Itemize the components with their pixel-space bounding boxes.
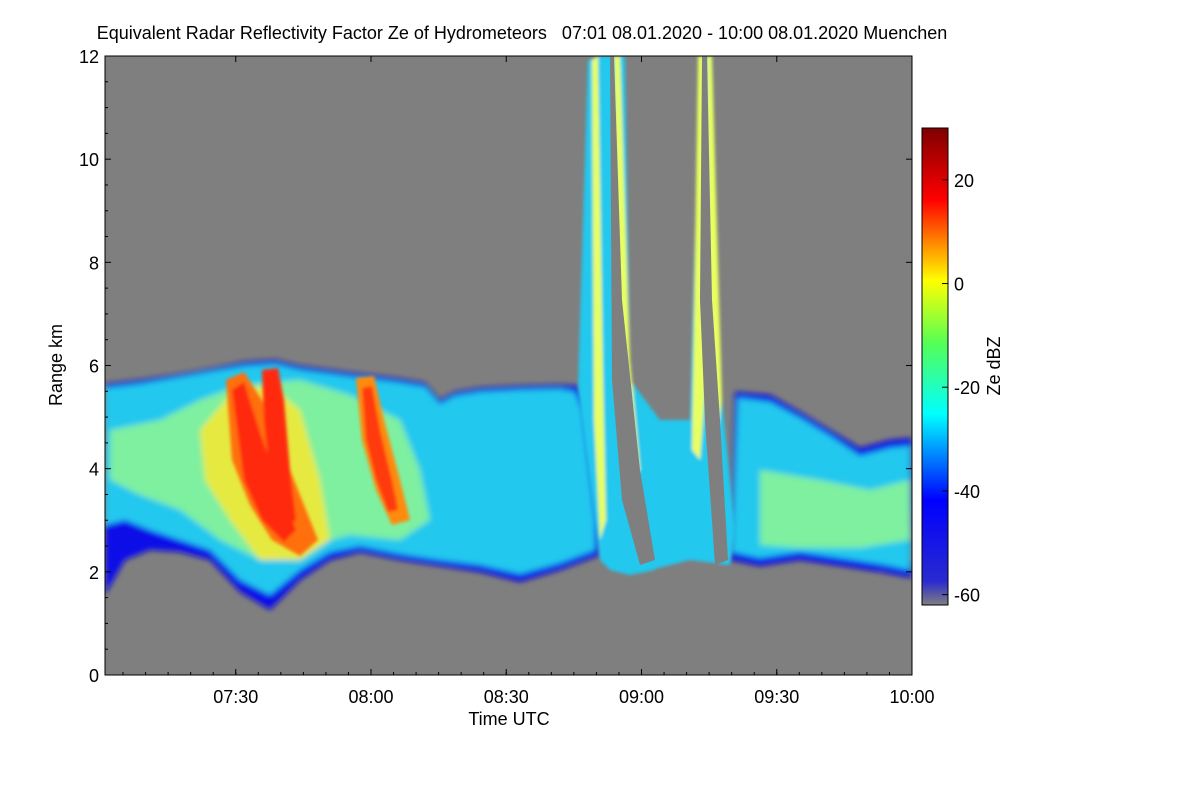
y-tick-label: 4 [89, 460, 99, 480]
y-axis: 0 2 4 6 8 10 12 [79, 47, 912, 686]
x-tick-label: 10:00 [889, 687, 934, 707]
colorbar-label: Ze dBZ [984, 336, 1004, 395]
plot-background [105, 56, 912, 675]
colorbar-tick-label: 20 [954, 171, 974, 191]
y-tick-label: 6 [89, 357, 99, 377]
x-tick-label: 07:30 [213, 687, 258, 707]
column-gap-2 [700, 56, 728, 565]
colorbar-ticks: 20 0 -20 -40 -60 [942, 171, 980, 606]
x-tick-label: 09:30 [754, 687, 799, 707]
x-tick-label: 08:30 [484, 687, 529, 707]
x-axis: 07:30 08:00 08:30 09:00 09:30 10:00 [122, 56, 935, 707]
y-tick-label: 10 [79, 150, 99, 170]
precipitation-streaks [226, 368, 410, 556]
colorbar-tick-label: -40 [954, 482, 980, 502]
y-axis-label: Range km [46, 324, 66, 406]
y-tick-label: 8 [89, 253, 99, 273]
colorbar-tick-label: 0 [954, 275, 964, 295]
x-tick-label: 09:00 [619, 687, 664, 707]
y-tick-label: 0 [89, 666, 99, 686]
colorbar-tick-label: -20 [954, 378, 980, 398]
x-axis-label: Time UTC [468, 709, 549, 729]
y-tick-label: 2 [89, 563, 99, 583]
cloud-layer-2 [730, 392, 912, 578]
x-tick-label: 08:00 [348, 687, 393, 707]
chart-title: Equivalent Radar Reflectivity Factor Ze … [97, 23, 948, 43]
y-tick-label: 12 [79, 47, 99, 67]
colorbar [921, 127, 949, 606]
reflectivity-field [105, 56, 912, 610]
column-gap [610, 56, 655, 565]
colorbar-tick-label: -60 [954, 586, 980, 606]
